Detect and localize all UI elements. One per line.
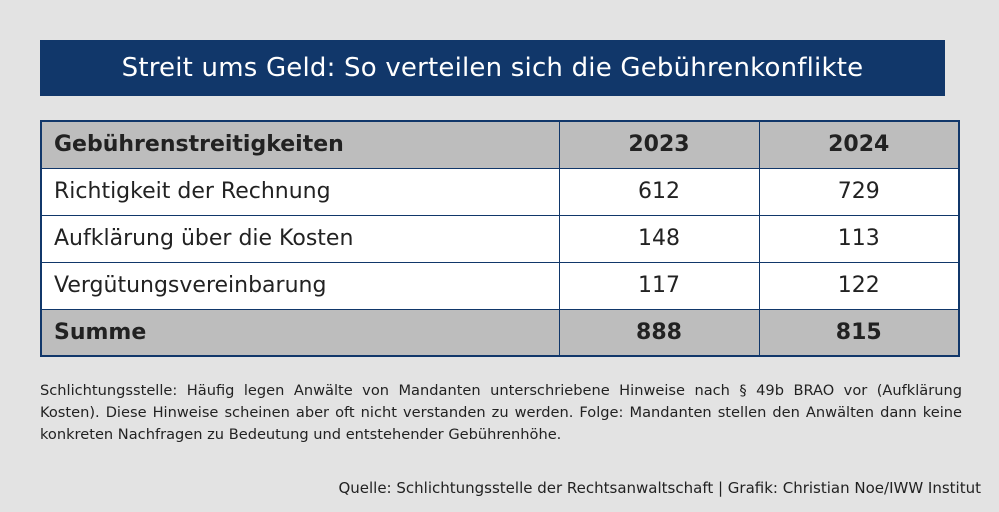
cell-2024: 122 <box>758 261 960 310</box>
table-header-row: Gebührenstreitigkeiten 2023 2024 <box>40 120 960 169</box>
cell-2023: 612 <box>558 167 760 216</box>
cell-2023: 148 <box>558 214 760 263</box>
row-label: Aufklärung über die Kosten <box>40 214 560 263</box>
cell-2023: 117 <box>558 261 760 310</box>
table-total-row: Summe 888 815 <box>40 308 960 357</box>
row-label: Richtigkeit der Rechnung <box>40 167 560 216</box>
title-banner: Streit ums Geld: So verteilen sich die G… <box>40 40 945 96</box>
table-row: Richtigkeit der Rechnung 612 729 <box>40 167 960 216</box>
total-2024: 815 <box>758 308 960 357</box>
row-label: Vergütungsvereinbarung <box>40 261 560 310</box>
column-header-2024: 2024 <box>758 120 960 169</box>
source-credit: Quelle: Schlichtungsstelle der Rechtsanw… <box>338 479 981 497</box>
cell-2024: 113 <box>758 214 960 263</box>
column-header-category: Gebührenstreitigkeiten <box>40 120 560 169</box>
data-table: Gebührenstreitigkeiten 2023 2024 Richtig… <box>40 120 960 357</box>
chart-title: Streit ums Geld: So verteilen sich die G… <box>121 53 864 83</box>
total-label: Summe <box>40 308 560 357</box>
table-row: Vergütungsvereinbarung 117 122 <box>40 261 960 310</box>
footnote-text: Schlichtungsstelle: Häufig legen Anwälte… <box>40 382 962 443</box>
column-header-2023: 2023 <box>558 120 760 169</box>
total-2023: 888 <box>558 308 760 357</box>
table-row: Aufklärung über die Kosten 148 113 <box>40 214 960 263</box>
cell-2024: 729 <box>758 167 960 216</box>
